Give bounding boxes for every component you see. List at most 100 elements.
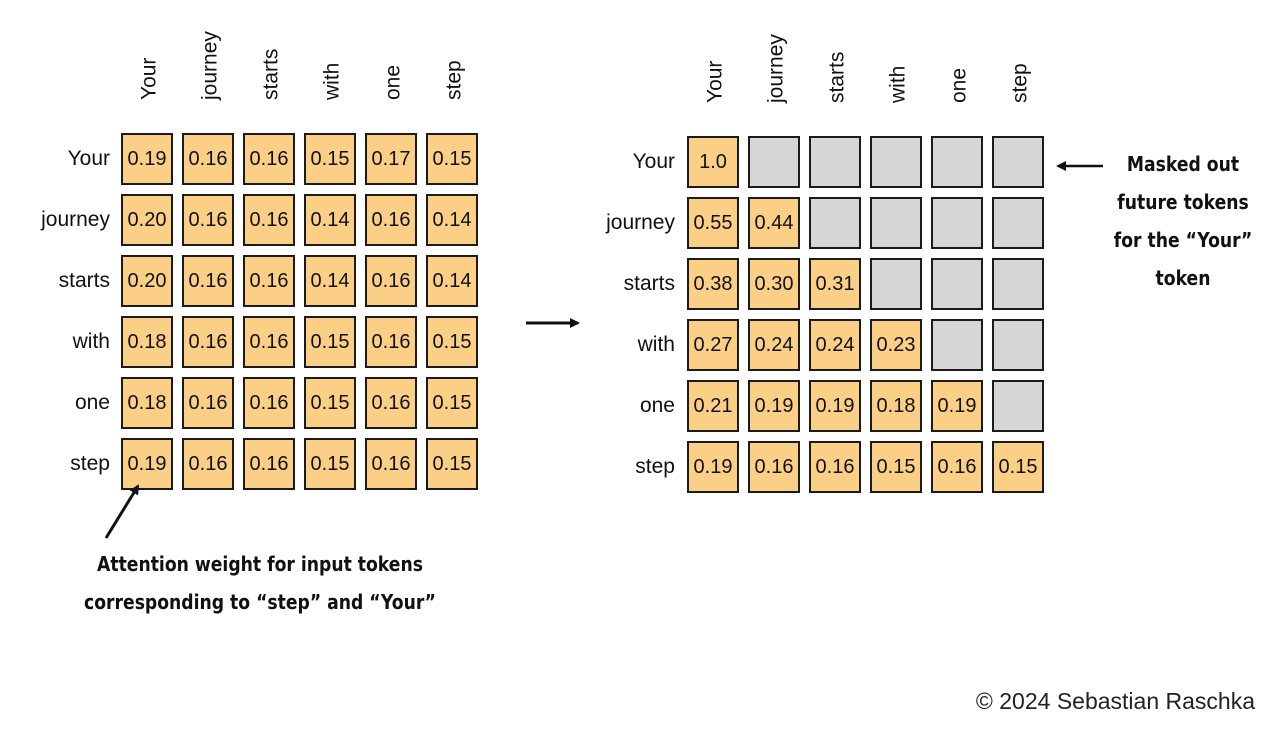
attention-weight-callout: Attention weight for input tokens corres… xyxy=(71,545,449,621)
weight-cell: 0.16 xyxy=(365,194,417,246)
weight-cell: 0.15 xyxy=(426,316,478,368)
weight-cell: 0.15 xyxy=(304,377,356,429)
masked-callout-line3: for the “Your” xyxy=(1113,228,1253,252)
column-label-journey: journey xyxy=(182,21,238,121)
column-label-journey: journey xyxy=(748,24,804,124)
weight-cell: 0.23 xyxy=(870,319,922,371)
column-label-text: one xyxy=(947,67,971,103)
weight-cell: 0.15 xyxy=(304,133,356,185)
weight-cell: 0.16 xyxy=(182,255,234,307)
weight-cell: 0.30 xyxy=(748,258,800,310)
weight-cell: 0.16 xyxy=(931,441,983,493)
row-label-with: with xyxy=(637,333,675,356)
weight-cell: 0.16 xyxy=(182,377,234,429)
row-label-Your: Your xyxy=(632,150,675,173)
weight-cell: 0.16 xyxy=(243,255,295,307)
weight-cell: 0.20 xyxy=(121,194,173,246)
weight-cell: 0.15 xyxy=(304,316,356,368)
column-label-with: with xyxy=(304,21,360,121)
column-label-text: Your xyxy=(703,60,727,103)
weight-cell: 0.21 xyxy=(687,380,739,432)
weight-cell: 0.20 xyxy=(121,255,173,307)
masked-cell xyxy=(992,197,1044,249)
masked-cell xyxy=(992,380,1044,432)
weight-cell: 0.15 xyxy=(426,438,478,490)
masked-cell xyxy=(748,136,800,188)
weight-cell: 0.16 xyxy=(243,194,295,246)
masked-attention-weights-matrix: Your journey starts with one step Your journey s… xyxy=(0,0,1044,493)
column-label-Your: Your xyxy=(121,21,177,121)
weight-cell: 0.18 xyxy=(870,380,922,432)
weight-cell: 0.16 xyxy=(365,438,417,490)
row-label-one: one xyxy=(639,394,675,417)
masked-cell xyxy=(931,136,983,188)
column-label-starts: starts xyxy=(243,21,299,121)
weight-cell: 0.16 xyxy=(809,441,861,493)
weight-cell: 0.15 xyxy=(992,441,1044,493)
masked-cell xyxy=(870,258,922,310)
weight-cell: 0.16 xyxy=(748,441,800,493)
attention-pointer-arrow xyxy=(104,484,140,539)
weight-cell: 0.24 xyxy=(809,319,861,371)
column-label-step: step xyxy=(992,24,1048,124)
row-label-step: step xyxy=(70,452,110,475)
weight-cell: 1.0 xyxy=(687,136,739,188)
masked-cell xyxy=(931,258,983,310)
column-label-text: journey xyxy=(764,34,788,103)
weight-cell: 0.19 xyxy=(809,380,861,432)
column-label-text: with xyxy=(320,62,344,100)
column-label-with: with xyxy=(870,24,926,124)
weight-cell: 0.16 xyxy=(243,133,295,185)
copyright-notice: © 2024 Sebastian Raschka xyxy=(975,688,1255,714)
weight-cell: 0.16 xyxy=(182,133,234,185)
weight-cell: 0.16 xyxy=(243,316,295,368)
weight-cell: 0.16 xyxy=(243,377,295,429)
column-label-text: journey xyxy=(198,31,222,100)
attention-callout-line1: Attention weight for input tokens xyxy=(97,552,423,576)
row-label-journey: journey xyxy=(41,208,110,231)
row-label-with: with xyxy=(72,330,110,353)
weight-cell: 0.16 xyxy=(182,438,234,490)
weight-cell: 0.24 xyxy=(748,319,800,371)
attention-weights-matrix: Your journey starts with one step Your journey s… xyxy=(0,0,478,490)
column-label-one: one xyxy=(365,21,421,121)
weight-cell: 0.19 xyxy=(121,438,173,490)
weight-cell: 0.27 xyxy=(687,319,739,371)
weight-cell: 0.18 xyxy=(121,316,173,368)
weight-cell: 0.16 xyxy=(243,438,295,490)
weight-cell: 0.55 xyxy=(687,197,739,249)
masked-out-callout: Masked out future tokens for the “Your” … xyxy=(1101,145,1264,297)
masked-callout-line1: Masked out xyxy=(1126,152,1240,176)
weight-cell: 0.14 xyxy=(426,194,478,246)
weight-cell: 0.38 xyxy=(687,258,739,310)
weight-cell: 0.16 xyxy=(365,316,417,368)
column-label-Your: Your xyxy=(687,24,743,124)
column-label-one: one xyxy=(931,24,987,124)
masked-cell xyxy=(870,136,922,188)
weight-cell: 0.15 xyxy=(426,377,478,429)
row-label-step: step xyxy=(635,455,675,478)
weight-cell: 0.31 xyxy=(809,258,861,310)
masked-cell xyxy=(809,136,861,188)
column-label-text: step xyxy=(1008,63,1032,103)
weight-cell: 0.14 xyxy=(304,255,356,307)
weight-cell: 0.44 xyxy=(748,197,800,249)
weight-cell: 0.15 xyxy=(426,133,478,185)
column-label-text: with xyxy=(886,65,910,103)
column-label-text: one xyxy=(381,64,405,100)
weight-cell: 0.18 xyxy=(121,377,173,429)
attention-callout-line2: corresponding to “step” and “Your” xyxy=(84,590,436,614)
weight-cell: 0.14 xyxy=(304,194,356,246)
masked-cell xyxy=(992,258,1044,310)
weight-cell: 0.19 xyxy=(931,380,983,432)
row-label-starts: starts xyxy=(58,269,110,292)
masked-cell xyxy=(809,197,861,249)
row-label-journey: journey xyxy=(606,211,675,234)
weight-cell: 0.15 xyxy=(304,438,356,490)
masked-callout-line4: token xyxy=(1155,266,1211,290)
weight-cell: 0.16 xyxy=(182,194,234,246)
weight-cell: 0.19 xyxy=(687,441,739,493)
weight-cell: 0.16 xyxy=(182,316,234,368)
column-label-text: starts xyxy=(825,51,849,103)
masked-cell xyxy=(931,319,983,371)
